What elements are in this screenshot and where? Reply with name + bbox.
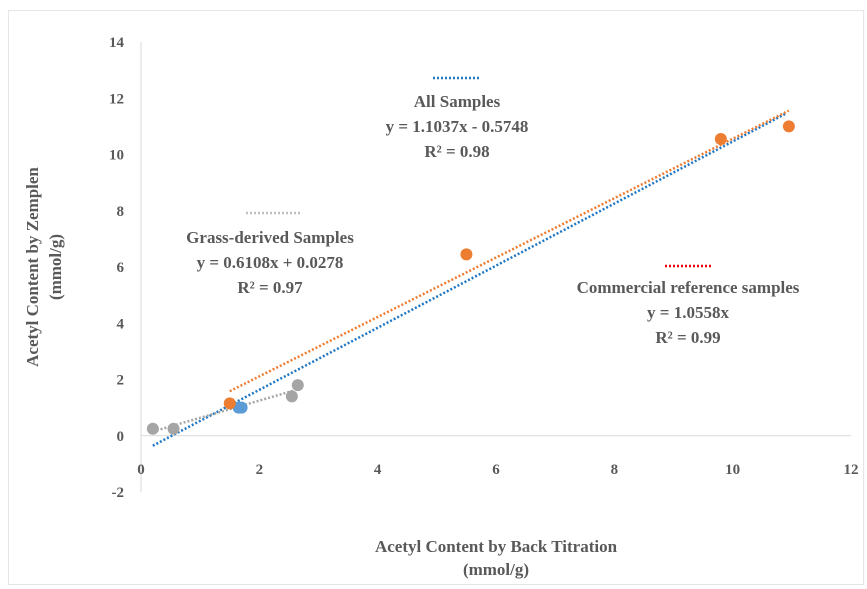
data-point-series-3 bbox=[460, 248, 473, 261]
x-tick-label: 10 bbox=[725, 462, 740, 478]
data-point-series-3 bbox=[714, 133, 727, 146]
data-point-series-3 bbox=[782, 120, 795, 133]
y-axis-title: Acetyl Content by Zemplen bbox=[23, 167, 42, 367]
x-axis-title: Acetyl Content by Back Titration bbox=[375, 537, 618, 556]
y-tick-label: 2 bbox=[117, 373, 125, 389]
x-axis-title: (mmol/g) bbox=[463, 560, 529, 579]
data-point-series-1 bbox=[285, 390, 298, 403]
y-tick-label: 6 bbox=[117, 260, 125, 276]
y-tick-label: -2 bbox=[112, 485, 125, 501]
data-point-series-2 bbox=[235, 401, 248, 414]
trendline-label-commercial: y = 1.0558x bbox=[647, 303, 729, 322]
x-tick-label: 0 bbox=[137, 462, 145, 478]
x-tick-label: 6 bbox=[492, 462, 500, 478]
data-point-series-1 bbox=[291, 379, 304, 392]
data-point-series-1 bbox=[167, 422, 180, 435]
x-tick-label: 12 bbox=[844, 462, 859, 478]
trendline-label-commercial: R² = 0.99 bbox=[655, 328, 720, 347]
y-tick-label: 4 bbox=[117, 316, 125, 332]
y-tick-label: 14 bbox=[109, 35, 125, 51]
x-tick-label: 2 bbox=[256, 462, 264, 478]
y-tick-label: 10 bbox=[109, 148, 124, 164]
chart-frame bbox=[8, 10, 864, 585]
trendline-label-grass: Grass-derived Samples bbox=[186, 228, 354, 247]
trendline-label-all: All Samples bbox=[414, 92, 501, 111]
trendline-label-all: R² = 0.98 bbox=[424, 142, 489, 161]
y-tick-label: 12 bbox=[109, 91, 124, 107]
y-axis-title: (mmol/g) bbox=[46, 234, 65, 300]
y-tick-label: 8 bbox=[117, 204, 125, 220]
x-tick-label: 4 bbox=[374, 462, 382, 478]
data-point-series-3 bbox=[223, 397, 236, 410]
trendline-label-commercial: Commercial reference samples bbox=[577, 278, 800, 297]
trendline-all bbox=[152, 112, 787, 447]
data-point-series-1 bbox=[146, 422, 159, 435]
trendline-label-grass: R² = 0.97 bbox=[237, 278, 303, 297]
trendline-label-grass: y = 0.6108x + 0.0278 bbox=[197, 253, 344, 272]
trendline-commercial bbox=[229, 109, 790, 393]
trendline-label-all: y = 1.1037x - 0.5748 bbox=[386, 117, 529, 136]
x-tick-label: 8 bbox=[611, 462, 619, 478]
y-tick-label: 0 bbox=[117, 429, 125, 445]
